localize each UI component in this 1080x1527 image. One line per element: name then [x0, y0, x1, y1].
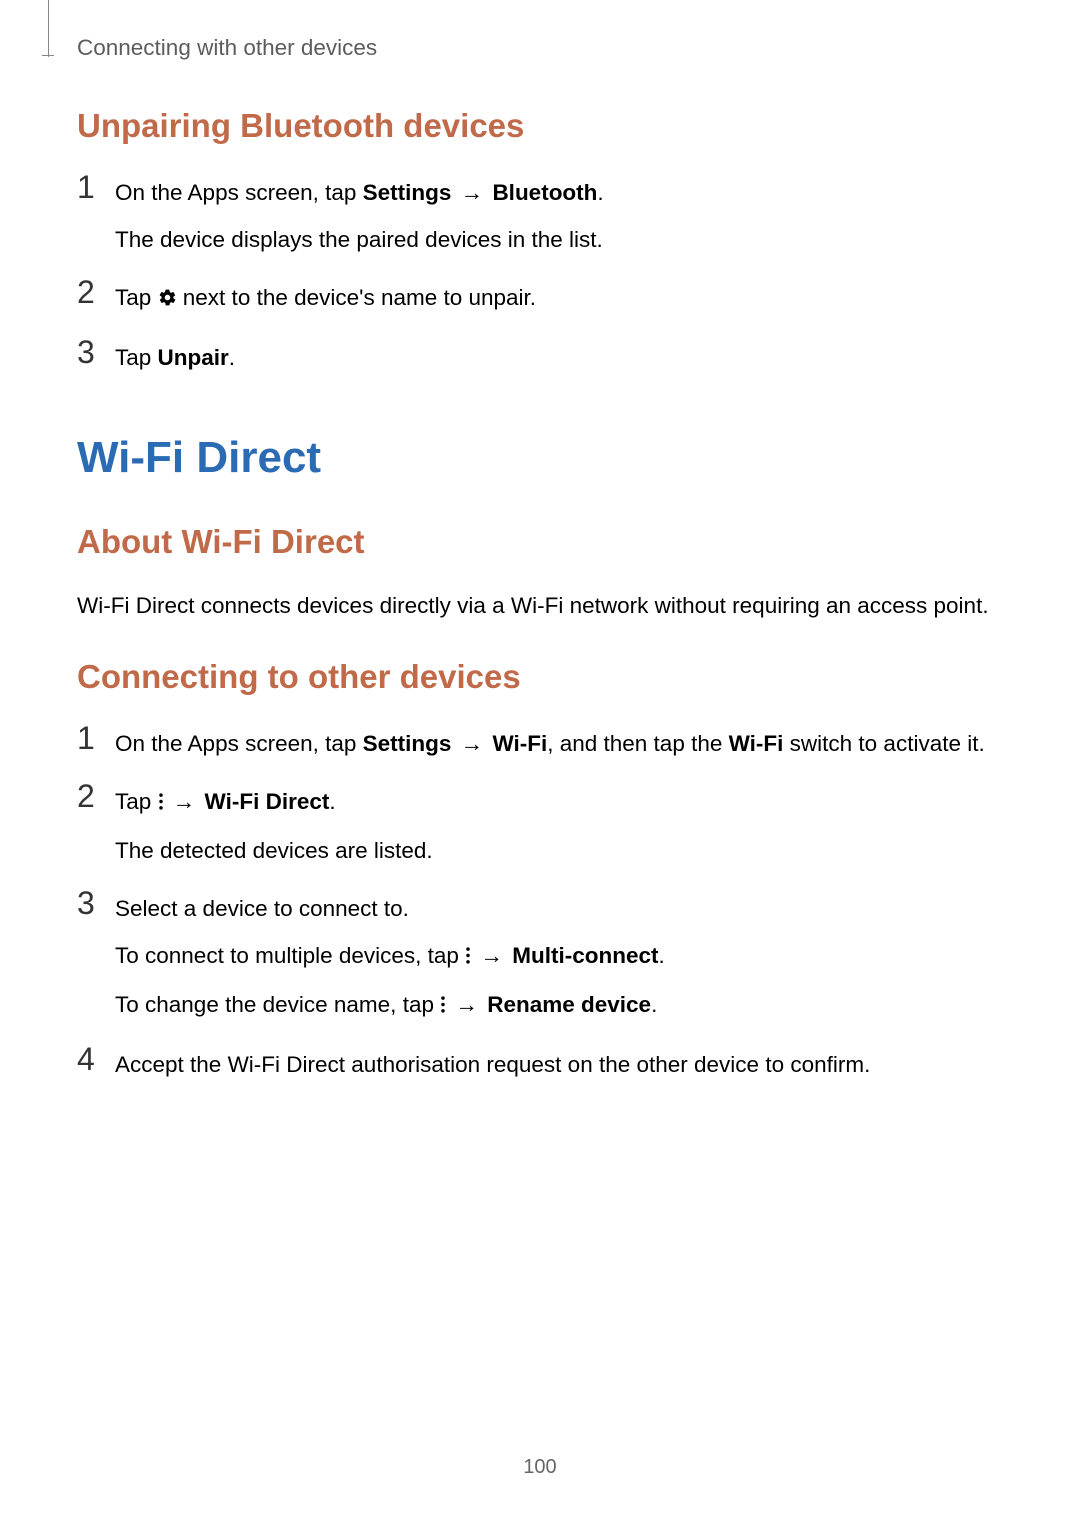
section-heading-unpairing: Unpairing Bluetooth devices	[77, 107, 1003, 145]
text: Accept the Wi-Fi Direct authorisation re…	[115, 1052, 870, 1077]
more-icon	[158, 785, 164, 822]
step-1: 1 On the Apps screen, tap Settings → Blu…	[77, 171, 1003, 258]
step-number: 4	[77, 1043, 115, 1075]
step-2: 2 Tap next to the device's name to unpai…	[77, 276, 1003, 318]
arrow: →	[446, 992, 487, 1017]
bold-wifi-direct: Wi-Fi Direct	[205, 789, 330, 814]
bold-multi-connect: Multi-connect	[512, 943, 658, 968]
step-number: 3	[77, 887, 115, 919]
text: switch to activate it.	[783, 731, 984, 756]
step-number: 2	[77, 780, 115, 812]
step-1: 1 On the Apps screen, tap Settings → Wi-…	[77, 722, 1003, 762]
section-heading-wifi-direct: Wi-Fi Direct	[77, 433, 1003, 483]
arrow: →	[451, 180, 492, 205]
text: , and then tap the	[547, 731, 728, 756]
step-3: 3 Select a device to connect to. To conn…	[77, 887, 1003, 1025]
gear-icon	[158, 281, 177, 318]
step-number: 2	[77, 276, 115, 308]
bold-settings: Settings	[363, 731, 452, 756]
text: .	[658, 943, 664, 968]
text: Tap	[115, 789, 158, 814]
bold-bluetooth: Bluetooth	[492, 180, 597, 205]
step-number: 3	[77, 336, 115, 368]
subsection-heading-connecting: Connecting to other devices	[77, 658, 1003, 696]
page-number: 100	[0, 1456, 1080, 1479]
arrow: →	[164, 789, 205, 814]
bold-settings: Settings	[363, 180, 452, 205]
text: Tap	[115, 285, 158, 310]
text: .	[329, 789, 335, 814]
step-body: Select a device to connect to. To connec…	[115, 887, 1003, 1025]
text: On the Apps screen, tap	[115, 731, 363, 756]
text: Select a device to connect to.	[115, 896, 409, 921]
step-subtext: To connect to multiple devices, tap → Mu…	[115, 937, 1003, 976]
step-body: On the Apps screen, tap Settings → Bluet…	[115, 171, 1003, 258]
step-subtext: To change the device name, tap → Rename …	[115, 986, 1003, 1025]
text: next to the device's name to unpair.	[177, 285, 537, 310]
step-body: Tap Unpair.	[115, 336, 1003, 376]
step-body: On the Apps screen, tap Settings → Wi-Fi…	[115, 722, 1003, 762]
step-subtext: The device displays the paired devices i…	[115, 221, 1003, 258]
text: .	[651, 992, 657, 1017]
step-number: 1	[77, 171, 115, 203]
step-body: Tap next to the device's name to unpair.	[115, 276, 1003, 318]
step-number: 1	[77, 722, 115, 754]
text: To connect to multiple devices, tap	[115, 943, 465, 968]
bold-wifi: Wi-Fi	[492, 731, 547, 756]
bold-unpair: Unpair	[158, 345, 229, 370]
subsection-heading-about: About Wi-Fi Direct	[77, 523, 1003, 561]
text: .	[229, 345, 235, 370]
step-body: Accept the Wi-Fi Direct authorisation re…	[115, 1043, 1003, 1083]
text: Tap	[115, 345, 158, 370]
about-body: Wi-Fi Direct connects devices directly v…	[77, 587, 1003, 624]
step-3: 3 Tap Unpair.	[77, 336, 1003, 376]
bold-rename-device: Rename device	[487, 992, 651, 1017]
page-content: Connecting with other devices Unpairing …	[0, 0, 1080, 1084]
arrow: →	[451, 731, 492, 756]
step-4: 4 Accept the Wi-Fi Direct authorisation …	[77, 1043, 1003, 1083]
step-subtext: The detected devices are listed.	[115, 832, 1003, 869]
step-body: Tap → Wi-Fi Direct. The detected devices…	[115, 780, 1003, 869]
text: .	[597, 180, 603, 205]
page-crop-marker	[48, 0, 49, 57]
breadcrumb: Connecting with other devices	[77, 35, 1003, 61]
bold-wifi: Wi-Fi	[729, 731, 784, 756]
text: On the Apps screen, tap	[115, 180, 363, 205]
step-2: 2 Tap → Wi-Fi Direct. The detected devic…	[77, 780, 1003, 869]
arrow: →	[471, 943, 512, 968]
text: To change the device name, tap	[115, 992, 440, 1017]
